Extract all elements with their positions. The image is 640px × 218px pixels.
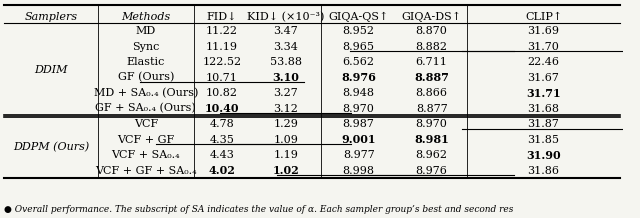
Text: 8.970: 8.970 [416, 119, 447, 129]
Text: 8.977: 8.977 [343, 150, 374, 160]
Text: DDIM: DDIM [35, 65, 68, 75]
Text: 4.35: 4.35 [209, 135, 234, 145]
Text: Samplers: Samplers [24, 12, 77, 22]
Text: 122.52: 122.52 [202, 57, 241, 67]
Text: 31.71: 31.71 [526, 88, 561, 99]
Text: 31.86: 31.86 [527, 165, 559, 175]
Text: 31.90: 31.90 [526, 150, 561, 161]
Text: 8.981: 8.981 [414, 134, 449, 145]
Text: 1.19: 1.19 [273, 150, 298, 160]
Text: 8.970: 8.970 [343, 104, 374, 114]
Text: VCF + GF + SA₀.₄: VCF + GF + SA₀.₄ [95, 165, 196, 175]
Text: 31.69: 31.69 [527, 26, 559, 36]
Text: GIQA-DS↑: GIQA-DS↑ [402, 12, 461, 22]
Text: 6.711: 6.711 [416, 57, 447, 67]
Text: 8.962: 8.962 [416, 150, 448, 160]
Text: 3.10: 3.10 [272, 72, 299, 83]
Text: GF (Ours): GF (Ours) [118, 72, 174, 83]
Text: 4.43: 4.43 [209, 150, 234, 160]
Text: 8.877: 8.877 [416, 104, 447, 114]
Text: MD: MD [136, 26, 156, 36]
Text: 8.870: 8.870 [416, 26, 447, 36]
Text: 31.85: 31.85 [527, 135, 559, 145]
Text: 8.998: 8.998 [342, 165, 374, 175]
Text: 1.29: 1.29 [273, 119, 298, 129]
Text: 3.27: 3.27 [273, 88, 298, 98]
Text: DDPM (Ours): DDPM (Ours) [13, 142, 89, 152]
Text: Methods: Methods [121, 12, 170, 22]
Text: VCF + SA₀.₄: VCF + SA₀.₄ [111, 150, 180, 160]
Text: Sync: Sync [132, 42, 159, 52]
Text: 8.965: 8.965 [342, 42, 374, 52]
Text: VCF: VCF [134, 119, 158, 129]
Text: 10.82: 10.82 [206, 88, 238, 98]
Text: 8.866: 8.866 [416, 88, 448, 98]
Text: 11.22: 11.22 [206, 26, 238, 36]
Text: CLIP↑: CLIP↑ [525, 12, 562, 22]
Text: MD + SA₀.₄ (Ours): MD + SA₀.₄ (Ours) [93, 88, 198, 98]
Text: ● Overall performance. The subscript of SA indicates the value of α. Each sample: ● Overall performance. The subscript of … [4, 204, 514, 214]
Text: 8.948: 8.948 [342, 88, 374, 98]
Text: 8.987: 8.987 [343, 119, 374, 129]
Text: KID↓ (×10⁻³): KID↓ (×10⁻³) [247, 12, 324, 22]
Text: 8.952: 8.952 [342, 26, 374, 36]
Text: 31.87: 31.87 [527, 119, 559, 129]
Text: 8.882: 8.882 [416, 42, 448, 52]
Text: 9.001: 9.001 [341, 134, 376, 145]
Text: GIQA-QS↑: GIQA-QS↑ [328, 12, 389, 22]
Text: 31.67: 31.67 [527, 73, 559, 83]
Text: Elastic: Elastic [127, 57, 165, 67]
Text: 8.976: 8.976 [341, 72, 376, 83]
Text: FID↓: FID↓ [207, 12, 237, 22]
Text: 8.976: 8.976 [416, 165, 447, 175]
Text: 10.40: 10.40 [205, 103, 239, 114]
Text: 31.68: 31.68 [527, 104, 559, 114]
Text: GF + SA₀.₄ (Ours): GF + SA₀.₄ (Ours) [95, 103, 196, 114]
Text: 8.887: 8.887 [414, 72, 449, 83]
Text: 3.12: 3.12 [273, 104, 298, 114]
Text: 22.46: 22.46 [527, 57, 559, 67]
Text: 10.71: 10.71 [206, 73, 238, 83]
Text: 53.88: 53.88 [269, 57, 301, 67]
Text: 6.562: 6.562 [342, 57, 374, 67]
Text: 3.34: 3.34 [273, 42, 298, 52]
Text: 4.78: 4.78 [209, 119, 234, 129]
Text: 3.47: 3.47 [273, 26, 298, 36]
Text: 11.19: 11.19 [206, 42, 238, 52]
Text: 1.02: 1.02 [272, 165, 299, 176]
Text: VCF + GF: VCF + GF [117, 135, 175, 145]
Text: 4.02: 4.02 [209, 165, 236, 176]
Text: 1.09: 1.09 [273, 135, 298, 145]
Text: 31.70: 31.70 [527, 42, 559, 52]
